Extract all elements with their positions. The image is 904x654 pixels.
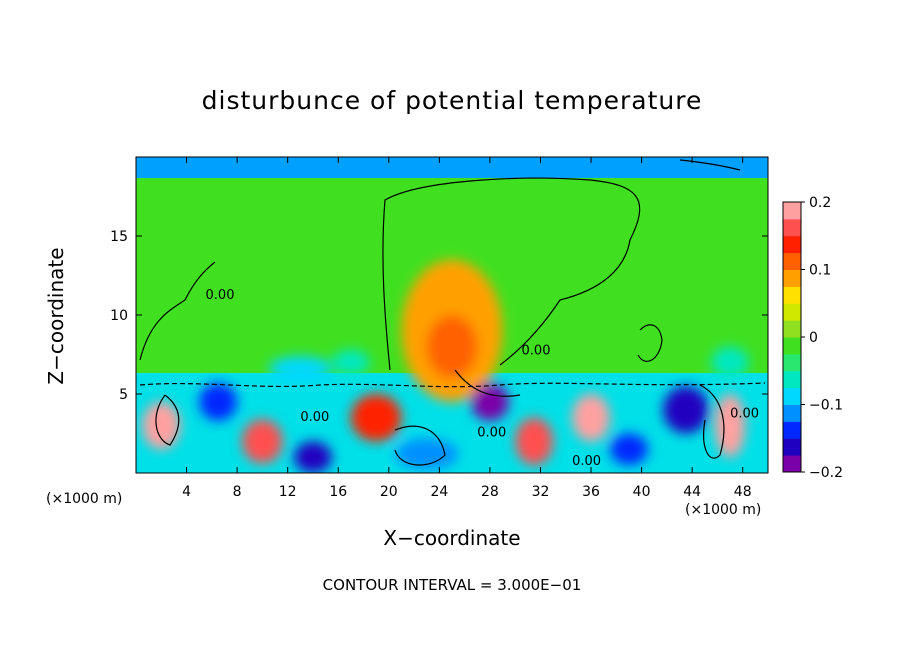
contour-line xyxy=(679,159,741,171)
field-region xyxy=(395,438,459,470)
colorbar: −0.2 −0.1 0 0.1 0.2 xyxy=(782,195,843,481)
field-region xyxy=(426,315,478,379)
colorbar-tick-label: 0 xyxy=(809,330,818,346)
x-tick-label: 32 xyxy=(532,484,550,500)
colorbar-swatch xyxy=(783,286,801,304)
x-tick-label: 4 xyxy=(182,484,191,500)
chart-title: disturbunce of potential temperature xyxy=(201,86,703,115)
x-tick-label: 28 xyxy=(481,484,499,500)
field-region xyxy=(294,441,332,473)
field-region xyxy=(142,401,181,450)
colorbar-swatch xyxy=(783,320,801,338)
contour-interval-note: CONTOUR INTERVAL = 3.000E−01 xyxy=(322,576,582,594)
x-tick-label: 48 xyxy=(734,484,752,500)
z-axis-unit: (×1000 m) xyxy=(685,502,762,518)
contour-line xyxy=(139,382,766,388)
contour-label: 0.00 xyxy=(206,288,235,303)
colorbar-swatch xyxy=(783,337,801,355)
x-tick-label: 20 xyxy=(380,484,398,500)
x-tick-label: 16 xyxy=(329,484,347,500)
field-region xyxy=(350,394,402,442)
colorbar-swatch xyxy=(783,370,801,389)
colorbar-swatch xyxy=(783,438,801,456)
contour-line xyxy=(699,384,725,459)
contour-line xyxy=(637,324,663,362)
field-region xyxy=(242,419,283,464)
colorbar-tick-label: −0.1 xyxy=(809,398,843,414)
plot-area: 0.00 0.00 0.00 0.00 0.00 0.00 xyxy=(136,157,768,473)
colorbar-tick-label: −0.2 xyxy=(809,465,843,481)
colorbar-swatch xyxy=(783,455,801,473)
colorbar-swatch xyxy=(783,235,801,254)
colorbar-tick-label: 0.1 xyxy=(809,263,831,279)
field-region xyxy=(331,349,370,376)
field-region xyxy=(199,382,238,421)
contour-line xyxy=(394,425,446,466)
y-tick-label: 15 xyxy=(110,229,128,245)
colorbar-swatch xyxy=(783,218,801,237)
colorbar-swatch xyxy=(783,303,801,321)
contour-label: 0.00 xyxy=(477,426,506,441)
x-tick-label: 40 xyxy=(633,484,651,500)
x-tick-label: 36 xyxy=(582,484,600,500)
y-tick-label: 10 xyxy=(110,308,128,324)
y-tick-label: 5 xyxy=(119,387,128,403)
contour-line xyxy=(382,177,641,371)
colorbar-swatch xyxy=(783,387,801,405)
contour-label: 0.00 xyxy=(730,407,759,422)
field-region xyxy=(572,394,610,442)
colorbar-swatch xyxy=(783,404,801,422)
x-tick-label: 8 xyxy=(233,484,242,500)
field-region xyxy=(663,386,709,434)
contour-line xyxy=(454,369,521,397)
field-region xyxy=(268,356,332,382)
x-tick-label: 24 xyxy=(430,484,448,500)
colorbar-swatch xyxy=(783,252,801,270)
contour-label: 0.00 xyxy=(522,344,551,359)
top-boundary-band xyxy=(136,157,768,178)
x-tick-label: 44 xyxy=(683,484,701,500)
field-region xyxy=(470,382,509,421)
x-axis-unit: (×1000 m) xyxy=(46,491,123,507)
contour-line xyxy=(155,394,180,446)
contour-label: 0.00 xyxy=(300,410,329,425)
colorbar-tick-label: 0.2 xyxy=(809,195,831,211)
x-tick-label: 12 xyxy=(279,484,297,500)
colorbar-swatch xyxy=(783,353,801,372)
field-region xyxy=(711,346,750,379)
field-region xyxy=(515,417,554,466)
y-axis-label: Z−coordinate xyxy=(44,247,68,385)
colorbar-swatch xyxy=(783,269,801,287)
field-region xyxy=(610,433,648,466)
field-region xyxy=(714,394,746,458)
colorbar-swatch xyxy=(783,202,801,220)
contour-label: 0.00 xyxy=(572,454,601,469)
x-axis-label: X−coordinate xyxy=(383,526,521,550)
contour-line xyxy=(139,261,216,361)
colorbar-swatch xyxy=(783,421,801,439)
